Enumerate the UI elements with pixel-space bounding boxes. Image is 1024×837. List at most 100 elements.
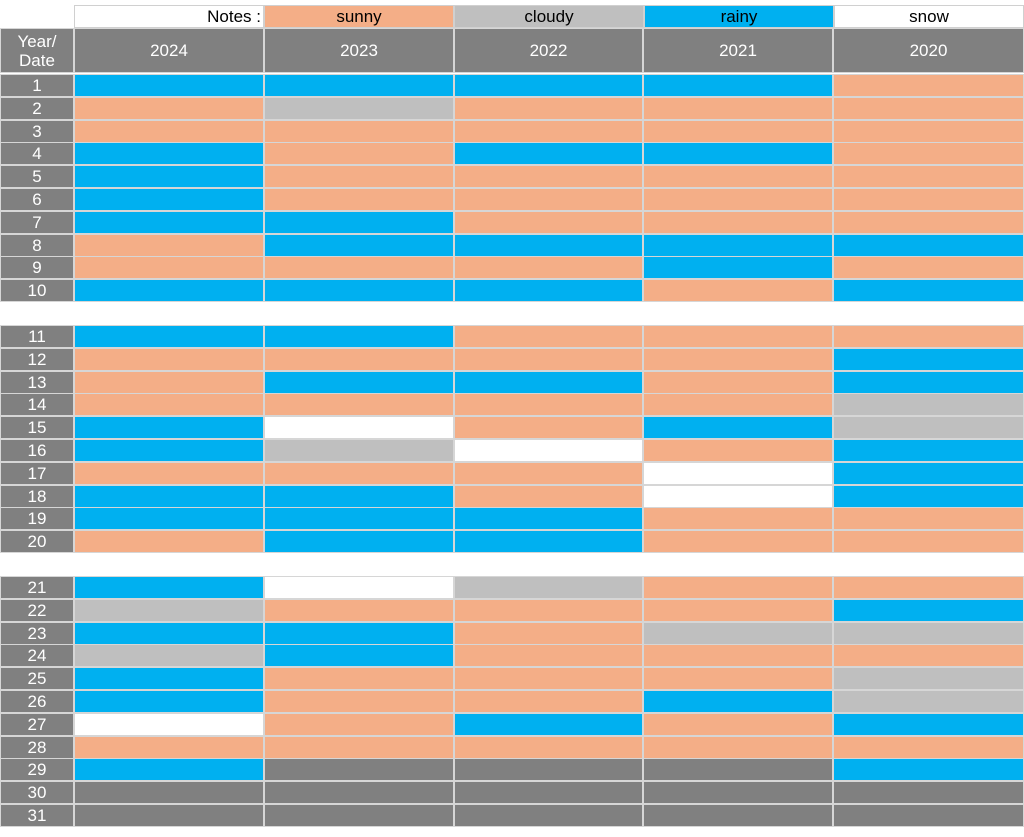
day-number-cell[interactable]: 8 xyxy=(0,233,74,257)
weather-cell-2022[interactable] xyxy=(454,644,643,668)
weather-cell-2024[interactable] xyxy=(74,758,264,782)
weather-cell-2021[interactable] xyxy=(643,256,833,280)
weather-cell-2022[interactable] xyxy=(454,325,643,348)
weather-cell-2020[interactable] xyxy=(833,507,1024,531)
weather-cell-2022[interactable] xyxy=(454,439,643,462)
weather-cell-2020[interactable] xyxy=(833,74,1024,97)
weather-cell-2022[interactable] xyxy=(454,667,643,691)
weather-cell-2020[interactable] xyxy=(833,325,1024,348)
weather-cell-2023[interactable] xyxy=(264,74,454,97)
day-number-cell[interactable]: 20 xyxy=(0,530,74,554)
weather-cell-2024[interactable] xyxy=(74,347,264,371)
weather-cell-2023[interactable] xyxy=(264,393,454,417)
weather-cell-2024[interactable] xyxy=(74,712,264,736)
day-number-cell[interactable]: 14 xyxy=(0,393,74,417)
day-number-cell[interactable]: 6 xyxy=(0,188,74,211)
weather-cell-2023[interactable] xyxy=(264,598,454,622)
year-header-2021[interactable]: 2021 xyxy=(643,28,833,73)
weather-cell-2021[interactable] xyxy=(643,484,833,508)
weather-cell-2020[interactable] xyxy=(833,142,1024,166)
weather-cell-2023[interactable] xyxy=(264,735,454,759)
weather-cell-2023[interactable] xyxy=(264,416,454,440)
weather-cell-2021[interactable] xyxy=(643,712,833,736)
weather-cell-2020[interactable] xyxy=(833,781,1024,805)
weather-cell-2020[interactable] xyxy=(833,712,1024,736)
weather-cell-2022[interactable] xyxy=(454,484,643,508)
weather-cell-2021[interactable] xyxy=(643,347,833,371)
weather-cell-2023[interactable] xyxy=(264,370,454,394)
weather-cell-2022[interactable] xyxy=(454,576,643,599)
weather-cell-2020[interactable] xyxy=(833,576,1024,599)
day-number-cell[interactable]: 26 xyxy=(0,690,74,713)
weather-cell-2023[interactable] xyxy=(264,188,454,211)
year-header-2024[interactable]: 2024 xyxy=(74,28,264,73)
weather-cell-2023[interactable] xyxy=(264,576,454,599)
weather-cell-2022[interactable] xyxy=(454,74,643,97)
weather-cell-2022[interactable] xyxy=(454,598,643,622)
weather-cell-2020[interactable] xyxy=(833,439,1024,462)
day-number-cell[interactable]: 9 xyxy=(0,256,74,280)
weather-cell-2020[interactable] xyxy=(833,621,1024,645)
weather-cell-2020[interactable] xyxy=(833,416,1024,440)
year-header-2022[interactable]: 2022 xyxy=(454,28,643,73)
weather-cell-2023[interactable] xyxy=(264,712,454,736)
weather-cell-2024[interactable] xyxy=(74,735,264,759)
weather-cell-2022[interactable] xyxy=(454,804,643,827)
weather-cell-2024[interactable] xyxy=(74,370,264,394)
weather-cell-2023[interactable] xyxy=(264,461,454,485)
weather-cell-2020[interactable] xyxy=(833,370,1024,394)
weather-cell-2024[interactable] xyxy=(74,279,264,303)
weather-cell-2021[interactable] xyxy=(643,439,833,462)
weather-cell-2024[interactable] xyxy=(74,325,264,348)
weather-cell-2022[interactable] xyxy=(454,690,643,713)
weather-cell-2024[interactable] xyxy=(74,576,264,599)
day-number-cell[interactable]: 2 xyxy=(0,96,74,120)
weather-cell-2024[interactable] xyxy=(74,804,264,827)
day-number-cell[interactable]: 11 xyxy=(0,325,74,348)
year-header-2020[interactable]: 2020 xyxy=(833,28,1024,73)
weather-cell-2021[interactable] xyxy=(643,667,833,691)
weather-cell-2022[interactable] xyxy=(454,256,643,280)
weather-cell-2020[interactable] xyxy=(833,393,1024,417)
weather-cell-2020[interactable] xyxy=(833,690,1024,713)
day-number-cell[interactable]: 7 xyxy=(0,210,74,234)
day-number-cell[interactable]: 31 xyxy=(0,804,74,827)
weather-cell-2024[interactable] xyxy=(74,439,264,462)
weather-cell-2020[interactable] xyxy=(833,119,1024,143)
weather-cell-2023[interactable] xyxy=(264,96,454,120)
weather-cell-2022[interactable] xyxy=(454,416,643,440)
weather-cell-2022[interactable] xyxy=(454,621,643,645)
weather-cell-2023[interactable] xyxy=(264,644,454,668)
day-number-cell[interactable]: 28 xyxy=(0,735,74,759)
day-number-cell[interactable]: 4 xyxy=(0,142,74,166)
weather-cell-2023[interactable] xyxy=(264,484,454,508)
weather-cell-2023[interactable] xyxy=(264,530,454,554)
weather-cell-2021[interactable] xyxy=(643,576,833,599)
weather-cell-2020[interactable] xyxy=(833,484,1024,508)
weather-cell-2021[interactable] xyxy=(643,804,833,827)
weather-cell-2021[interactable] xyxy=(643,279,833,303)
weather-cell-2022[interactable] xyxy=(454,758,643,782)
weather-cell-2023[interactable] xyxy=(264,804,454,827)
weather-cell-2020[interactable] xyxy=(833,233,1024,257)
weather-cell-2021[interactable] xyxy=(643,142,833,166)
weather-cell-2022[interactable] xyxy=(454,188,643,211)
weather-cell-2022[interactable] xyxy=(454,347,643,371)
weather-cell-2023[interactable] xyxy=(264,507,454,531)
weather-cell-2024[interactable] xyxy=(74,96,264,120)
day-number-cell[interactable]: 15 xyxy=(0,416,74,440)
weather-cell-2022[interactable] xyxy=(454,507,643,531)
weather-cell-2021[interactable] xyxy=(643,507,833,531)
weather-cell-2021[interactable] xyxy=(643,735,833,759)
weather-cell-2021[interactable] xyxy=(643,165,833,189)
weather-cell-2020[interactable] xyxy=(833,279,1024,303)
weather-cell-2021[interactable] xyxy=(643,210,833,234)
weather-cell-2022[interactable] xyxy=(454,210,643,234)
weather-cell-2021[interactable] xyxy=(643,188,833,211)
weather-cell-2024[interactable] xyxy=(74,165,264,189)
weather-cell-2022[interactable] xyxy=(454,735,643,759)
weather-cell-2020[interactable] xyxy=(833,96,1024,120)
weather-cell-2024[interactable] xyxy=(74,233,264,257)
day-number-cell[interactable]: 10 xyxy=(0,279,74,303)
weather-cell-2023[interactable] xyxy=(264,690,454,713)
